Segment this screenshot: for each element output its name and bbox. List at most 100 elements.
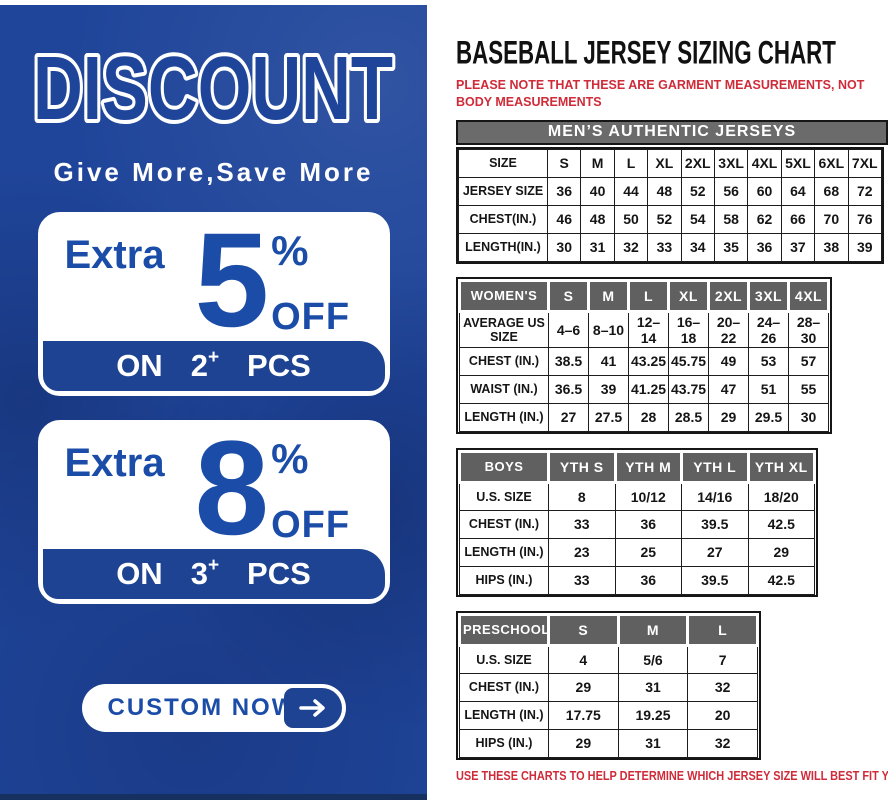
- table-cell: 27.5: [588, 402, 629, 432]
- table-row: U.S. SIZE 4 5/6 7: [459, 644, 758, 674]
- table-cell: 32: [687, 728, 758, 758]
- row-label: U.S. SIZE: [459, 481, 549, 511]
- table-cell: 51: [748, 374, 789, 404]
- offer-main: Extra 5 % OFF: [43, 213, 385, 347]
- table-row: LENGTH (IN.) 17.75 19.25 20: [459, 700, 758, 730]
- table-cell: 55: [788, 374, 829, 404]
- mens-table-section: MEN’S AUTHENTIC JERSEYS SIZE S M L XL 2XL 3XL 4…: [456, 119, 888, 264]
- offer-percent-suffix: % OFF: [271, 425, 350, 547]
- table-row: CHEST (IN.) 29 31 32: [459, 672, 758, 702]
- table-cell: 49: [708, 346, 749, 376]
- column-header: 3XL: [747, 278, 790, 313]
- table-cell: 48: [647, 176, 682, 206]
- table-cell: 37: [780, 232, 816, 262]
- table-cell: 8–10: [588, 310, 629, 348]
- column-header: BOYS: [458, 449, 550, 484]
- table-cell: 30: [788, 402, 829, 432]
- table-cell: 36: [546, 176, 582, 206]
- table-cell: 23: [548, 537, 616, 567]
- pcs-label: PCS: [247, 556, 311, 591]
- off-label: OFF: [271, 504, 351, 546]
- table-row: LENGTH (IN.) 27 27.5 28 28.5 29 29.5 30: [459, 402, 829, 432]
- offer-card-5pct: Extra 5 % OFF ON 2+ PCS: [37, 212, 390, 396]
- table-cell: 38: [814, 232, 849, 262]
- table-cell: 66: [780, 204, 816, 234]
- table-cell: 32: [613, 232, 649, 262]
- table-cell: 29: [708, 402, 749, 432]
- table-header-row: WOMEN'S S M L XL 2XL 3XL 4XL: [458, 278, 830, 313]
- column-header: YTH XL: [746, 449, 816, 484]
- offer-prefix: Extra: [64, 233, 165, 277]
- table-cell: 28–30: [788, 310, 829, 348]
- table-cell: 42.5: [747, 509, 815, 539]
- table-row: CHEST (IN.) 33 36 39.5 42.5: [459, 509, 815, 539]
- table-cell: 31: [617, 672, 689, 702]
- table-cell: 46: [546, 204, 582, 234]
- table-cell: 3XL: [713, 148, 749, 178]
- offer-condition-band: ON 2+ PCS: [42, 341, 385, 391]
- discount-title: DISCOUNT: [33, 39, 393, 135]
- offer-percent-value: 8: [194, 414, 270, 563]
- row-label: SIZE: [458, 148, 548, 178]
- column-header: L: [686, 612, 759, 647]
- table-cell: 53: [748, 346, 789, 376]
- table-cell: 48: [580, 204, 615, 234]
- chart-title: BASEBALL JERSEY SIZING CHART: [456, 34, 836, 72]
- table-cell: 36: [747, 232, 782, 262]
- row-label: JERSEY SIZE: [458, 176, 548, 206]
- table-cell: 45.75: [668, 346, 709, 376]
- column-header: S: [547, 612, 620, 647]
- row-label: HIPS (IN.): [459, 728, 549, 758]
- table-row: HIPS (IN.) 29 31 32: [459, 728, 758, 758]
- table-cell: 29: [548, 672, 619, 702]
- offer-quantity: 3+: [190, 554, 220, 591]
- row-label: LENGTH (IN.): [459, 700, 549, 730]
- boys-sizing-table: BOYS YTH S YTH M YTH L YTH XL U.S. SIZE 8 10/12…: [456, 447, 818, 597]
- column-header: 2XL: [707, 278, 750, 313]
- row-label: LENGTH (IN.): [459, 537, 549, 567]
- table-cell: 41: [588, 346, 629, 376]
- table-cell: 2XL: [680, 148, 715, 178]
- table-cell: 17.75: [548, 700, 619, 730]
- table-cell: 4XL: [747, 148, 782, 178]
- table-cell: 27: [548, 402, 589, 432]
- table-cell: 27: [681, 537, 749, 567]
- table-cell: 76: [847, 204, 883, 234]
- table-cell: 39.5: [681, 509, 749, 539]
- table-cell: 39.5: [681, 565, 749, 595]
- table-cell: 4–6: [548, 310, 589, 348]
- table-cell: 70: [814, 204, 849, 234]
- table-row: LENGTH (IN.) 23 25 27 29: [459, 537, 815, 567]
- off-label: OFF: [271, 296, 351, 338]
- table-cell: 18/20: [747, 481, 815, 511]
- table-cell: 28: [628, 402, 669, 432]
- table-cell: 34: [680, 232, 715, 262]
- table-cell: 4: [548, 644, 619, 674]
- row-label: CHEST (IN.): [459, 509, 549, 539]
- table-cell: 50: [613, 204, 649, 234]
- table-header-row: BOYS YTH S YTH M YTH L YTH XL: [458, 449, 816, 484]
- custom-now-label: CUSTOM NOW: [107, 694, 297, 721]
- table-row: CHEST(IN.) 46 48 50 52 54 58 62 66 70 76: [458, 204, 883, 234]
- table-cell: 68: [814, 176, 849, 206]
- pcs-label: PCS: [247, 348, 311, 383]
- table-cell: 20: [687, 700, 758, 730]
- table-cell: 43.25: [628, 346, 669, 376]
- custom-now-button[interactable]: CUSTOM NOW: [81, 684, 346, 732]
- table-cell: 29.5: [748, 402, 789, 432]
- table-cell: 60: [747, 176, 782, 206]
- table-cell: 19.25: [617, 700, 689, 730]
- offer-percent-value: 5: [194, 206, 270, 355]
- percent-sign: %: [271, 435, 309, 482]
- table-cell: 5/6: [617, 644, 689, 674]
- sizing-chart-panel: BASEBALL JERSEY SIZING CHART PLEASE NOTE…: [456, 34, 888, 783]
- womens-sizing-table: WOMEN'S S M L XL 2XL 3XL 4XL AVERAGE US SIZE 4–6 8…: [456, 276, 832, 434]
- promo-tagline: Give More,Save More: [53, 157, 374, 187]
- table-cell: 10/12: [614, 481, 682, 511]
- offer-main: Extra 8 % OFF: [43, 421, 385, 555]
- table-cell: 29: [548, 728, 619, 758]
- table-row: WAIST (IN.) 36.5 39 41.25 43.75 47 51 55: [459, 374, 829, 404]
- offer-quantity: 2+: [190, 346, 220, 383]
- promo-panel: DISCOUNT Give More,Save More Extra 5 % O…: [0, 5, 427, 800]
